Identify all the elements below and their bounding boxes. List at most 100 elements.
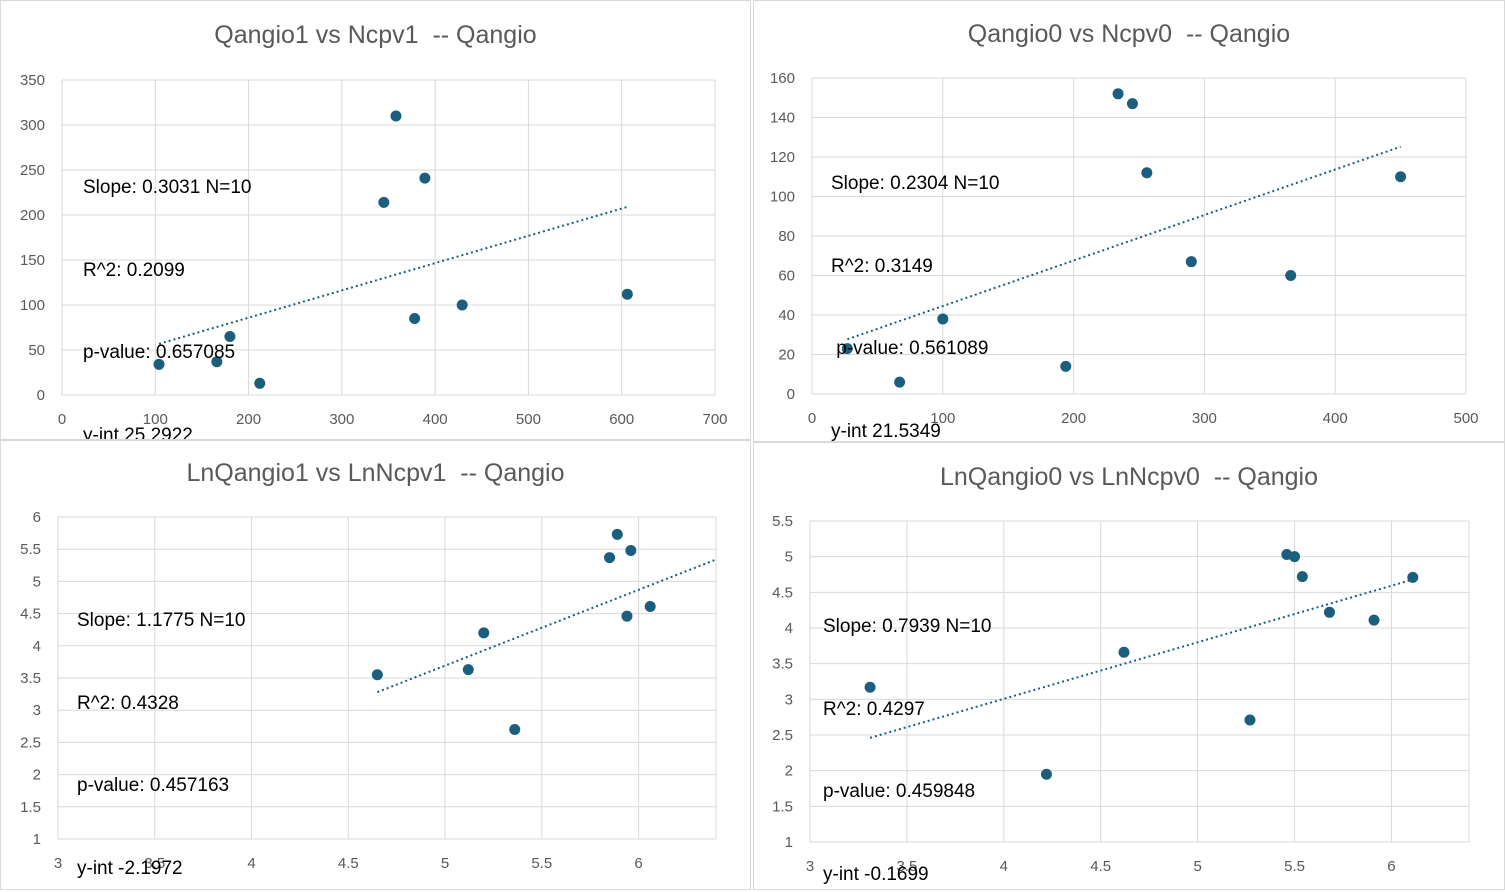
stat-y-int: y-int -0.1699 <box>823 863 929 885</box>
data-point <box>211 356 223 368</box>
y-tick-label: 1.5 <box>20 799 41 816</box>
x-tick-label: 600 <box>609 411 634 428</box>
linear-trendline <box>869 578 1414 739</box>
x-tick-label: 5.5 <box>1284 858 1305 875</box>
data-point <box>1060 360 1072 372</box>
chart-panel-lnqangio0-vs-lnncpv0: 3 3.5 4 4.5 5 5.5 6 1 1.5 2 2.5 3 3.5 4 4.5 5 5.5 LnQang… <box>753 442 1505 890</box>
chart-plot-area: 0 100 200 300 400 500 600 700 0 50 100 150 200 250 300… <box>20 72 728 428</box>
data-point <box>153 358 165 370</box>
data-point <box>409 313 421 324</box>
data-point <box>1395 171 1407 183</box>
x-tick-label: 200 <box>1061 410 1086 427</box>
y-tick-label: 100 <box>770 189 795 206</box>
x-tick-label: 3.5 <box>144 855 165 872</box>
x-tick-label: 3 <box>54 855 62 872</box>
y-tick-label: 160 <box>770 70 795 87</box>
stat-p-value: p-value: 0.561089 <box>831 338 989 359</box>
y-tick-label: 150 <box>20 252 45 269</box>
y-tick-label: 250 <box>20 162 45 179</box>
data-point <box>371 669 383 681</box>
data-point <box>621 288 633 300</box>
y-tick-label: 3.5 <box>20 670 41 687</box>
y-tick-label: 4.5 <box>772 584 793 601</box>
stat-p-value: p-value: 0.457163 <box>77 775 230 796</box>
x-tick-label: 500 <box>516 411 541 428</box>
data-point <box>1126 98 1138 110</box>
y-tick-label: 1 <box>33 831 41 848</box>
regression-stats-box: Slope: 0.7939 N=10 R^2: 0.4297 p-value: … <box>823 558 992 889</box>
y-tick-label: 1.5 <box>772 798 793 815</box>
data-point <box>621 610 633 622</box>
data-point <box>1323 606 1335 618</box>
y-tick-label: 140 <box>770 110 795 127</box>
data-point <box>224 331 236 342</box>
chart-panel-qangio1-vs-ncpv1: 0 100 200 300 400 500 600 700 0 50 100 150 200 250 300… <box>0 0 751 440</box>
y-tick-label: 100 <box>20 297 45 314</box>
data-point <box>937 313 949 325</box>
chart-plot-area: 3 3.5 4 4.5 5 5.5 6 1 1.5 2 2.5 3 3.5 4 4.5 5 5.5 <box>772 513 1470 875</box>
chart-plot-area: 3 3.5 4 4.5 5 5.5 6 1 1.5 2 2.5 3 3.5 4 4.5 5 5.5 6 <box>20 509 717 872</box>
y-tick-label: 80 <box>778 228 795 245</box>
y-tick-label: 6 <box>33 509 41 526</box>
data-point <box>1141 167 1153 179</box>
x-tick-label: 100 <box>143 411 168 428</box>
stat-slope: Slope: 0.3031 N=10 <box>83 177 252 198</box>
linear-trendline <box>158 205 628 345</box>
stat-p-value: p-value: 0.459848 <box>823 781 976 802</box>
data-point <box>864 681 876 693</box>
x-tick-label: 300 <box>329 411 354 428</box>
stat-slope: Slope: 0.2304 N=10 <box>831 173 1000 194</box>
chart-plot-area: 0 100 200 300 400 500 0 20 40 60 80 100 120 140 160 <box>770 70 1479 427</box>
chart-title: LnQangio1 vs LnNcpv1 -- Qangio <box>186 459 565 487</box>
data-point <box>625 544 637 556</box>
data-point <box>604 552 616 564</box>
x-tick-label: 400 <box>423 411 448 428</box>
x-tick-label: 0 <box>58 411 66 428</box>
stat-r2: R^2: 0.4297 <box>823 698 925 720</box>
data-point <box>456 299 468 311</box>
x-tick-label: 100 <box>930 410 955 427</box>
y-tick-label: 1 <box>785 834 793 851</box>
y-tick-label: 4.5 <box>20 606 41 623</box>
x-tick-label: 6 <box>634 855 642 872</box>
chart-panel-lnqangio1-vs-lnncpv1: 3 3.5 4 4.5 5 5.5 6 1 1.5 2 2.5 3 3.5 4 4.5 5 5.5 6 LnQan… <box>0 440 751 890</box>
data-point <box>1040 768 1052 780</box>
regression-stats-box: Slope: 0.3031 N=10 R^2: 0.2099 p-value: … <box>83 119 252 439</box>
x-tick-label: 3.5 <box>896 858 917 875</box>
x-tick-label: 400 <box>1323 410 1348 427</box>
y-tick-label: 350 <box>20 72 45 89</box>
x-tick-label: 5 <box>441 855 449 872</box>
data-point <box>1185 256 1197 268</box>
data-point <box>1368 614 1380 626</box>
data-point <box>1289 551 1301 563</box>
data-point <box>611 528 623 540</box>
y-tick-label: 2 <box>785 763 793 780</box>
chart-title: Qangio1 vs Ncpv1 -- Qangio <box>214 21 537 49</box>
data-point <box>894 376 906 388</box>
data-point <box>1244 714 1256 726</box>
y-tick-label: 5 <box>33 573 41 590</box>
y-tick-label: 3 <box>33 702 41 719</box>
x-tick-label: 4.5 <box>1090 858 1111 875</box>
stat-p-value: p-value: 0.657085 <box>83 342 236 363</box>
data-point <box>1112 88 1124 100</box>
chart-title: Qangio0 vs Ncpv0 -- Qangio <box>967 20 1291 48</box>
data-point <box>462 664 474 676</box>
y-tick-label: 5.5 <box>20 541 41 558</box>
chart-title: LnQangio0 vs LnNcpv0 -- Qangio <box>940 463 1318 491</box>
y-tick-label: 4 <box>33 638 41 655</box>
data-point <box>390 110 402 122</box>
data-point <box>1407 571 1419 583</box>
chart-panel-qangio0-vs-ncpv0: 0 100 200 300 400 500 0 20 40 60 80 100 120 140 160 Qa… <box>753 0 1505 442</box>
x-tick-label: 700 <box>702 411 727 428</box>
x-tick-label: 200 <box>236 411 261 428</box>
y-tick-label: 60 <box>778 268 795 285</box>
y-tick-label: 2.5 <box>20 734 41 751</box>
y-tick-label: 20 <box>778 347 795 364</box>
regression-stats-box: Slope: 1.1775 N=10 R^2: 0.4328 p-value: … <box>77 552 246 889</box>
data-point <box>644 601 656 613</box>
stat-r2: R^2: 0.4328 <box>77 692 179 714</box>
data-point <box>1118 646 1130 658</box>
x-tick-label: 4 <box>1000 858 1008 875</box>
y-tick-label: 0 <box>37 387 45 404</box>
